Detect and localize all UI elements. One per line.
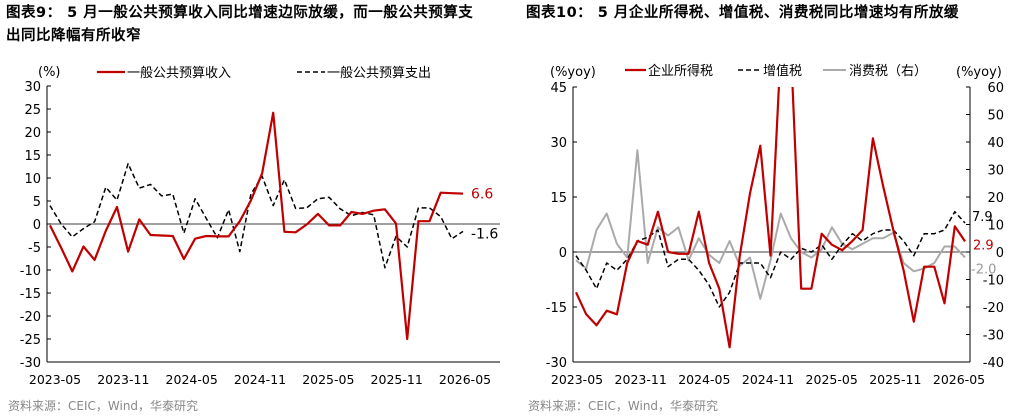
chart-panel-right: 图表10： 5 月企业所得税、增值税、消费税同比增速均有所放缓 -30 -15 0 1… bbox=[520, 0, 1030, 417]
y-tick-label-left: -15 bbox=[546, 301, 567, 316]
end-value-label: 7.9 bbox=[972, 210, 993, 225]
x-tick-label: 2023-11 bbox=[97, 372, 149, 387]
y-tick-label-left: -30 bbox=[546, 356, 567, 371]
end-value-label: 2.9 bbox=[973, 238, 994, 253]
end-value-label: -2.0 bbox=[971, 263, 996, 278]
x-tick-label: 2025-11 bbox=[371, 372, 423, 387]
x-tick-label: 2025-11 bbox=[869, 372, 921, 387]
y-tick-label-left: 15 bbox=[550, 191, 567, 206]
x-tick-label: 2025-05 bbox=[302, 372, 354, 387]
y-tick-label: 25 bbox=[24, 103, 41, 118]
y-tick-label-right: -20 bbox=[983, 301, 1004, 316]
y-tick-label: -30 bbox=[20, 356, 41, 371]
y-tick-label: -25 bbox=[20, 333, 41, 348]
y-tick-label-right: 10 bbox=[987, 219, 1004, 234]
y-unit-label-right: (%yoy) bbox=[956, 65, 1002, 80]
series-line-vat bbox=[575, 210, 966, 308]
y-tick-label-right: 20 bbox=[987, 191, 1004, 206]
source-note: 资料来源：CEIC，Wind，华泰研究 bbox=[8, 399, 199, 413]
y-tick-label: 30 bbox=[24, 80, 41, 95]
end-value-label: 6.6 bbox=[471, 187, 493, 203]
y-tick-label: 15 bbox=[24, 149, 41, 164]
y-tick-label: 20 bbox=[24, 126, 41, 141]
y-tick-label-right: 50 bbox=[987, 109, 1004, 124]
x-tick-label: 2023-05 bbox=[551, 372, 603, 387]
y-tick-label-right: 60 bbox=[987, 81, 1004, 96]
legend-label: 企业所得税 bbox=[648, 63, 713, 79]
y-tick-label: 0 bbox=[33, 218, 41, 233]
legend-label: 消费税（右） bbox=[849, 64, 927, 79]
x-tick-label: 2024-11 bbox=[742, 372, 794, 387]
x-tick-label: 2024-05 bbox=[678, 372, 730, 387]
x-tick-label: 2025-05 bbox=[806, 372, 858, 387]
legend-label: 一般公共预算支出 bbox=[327, 65, 431, 81]
source-note: 资料来源：CEIC，Wind，华泰研究 bbox=[528, 399, 719, 413]
legend-label: 一般公共预算收入 bbox=[127, 65, 231, 81]
line-chart-right: -30 -15 0 15 30 45 -40 -30 -20 -10 0 10 20 30 40 50 60 20… bbox=[546, 63, 1004, 387]
y-unit-label-left: (%yoy) bbox=[550, 65, 596, 80]
y-tick-label-left: 45 bbox=[550, 81, 567, 96]
chart-title: 图表9： 5 月一般公共预算收入同比增速边际放缓，而一般公共预算支 出同比降幅有… bbox=[6, 2, 473, 48]
x-tick-label: 2026-05 bbox=[933, 372, 985, 387]
chart-title-line-1: 图表9： 5 月一般公共预算收入同比增速边际放缓，而一般公共预算支 bbox=[6, 5, 474, 21]
y-tick-label: -5 bbox=[28, 241, 41, 256]
y-tick-label-right: -10 bbox=[983, 274, 1004, 289]
y-unit-label: (%) bbox=[38, 65, 61, 80]
x-tick-label: 2023-05 bbox=[29, 372, 81, 387]
x-tick-label: 2026-05 bbox=[439, 372, 491, 387]
series-line-revenue bbox=[49, 111, 464, 341]
chart-title-line-1: 图表10： 5 月企业所得税、增值税、消费税同比增速均有所放缓 bbox=[526, 5, 959, 21]
y-tick-label: -10 bbox=[20, 264, 41, 279]
chart-panel-left: 图表9： 5 月一般公共预算收入同比增速边际放缓，而一般公共预算支 出同比降幅有… bbox=[6, 2, 500, 413]
y-tick-label-left: 30 bbox=[550, 136, 567, 151]
y-tick-label: 10 bbox=[24, 172, 41, 187]
y-tick-label-right: -40 bbox=[983, 356, 1004, 371]
end-value-label: -1.6 bbox=[471, 226, 498, 242]
x-tick-label: 2023-11 bbox=[615, 372, 667, 387]
y-tick-label-right: -30 bbox=[983, 329, 1004, 344]
y-tick-label-right: 30 bbox=[987, 164, 1004, 179]
y-tick-label-right: 0 bbox=[996, 246, 1004, 261]
y-tick-label: -20 bbox=[20, 310, 41, 325]
x-tick-label: 2024-05 bbox=[166, 372, 218, 387]
series-line-corporate-income-tax bbox=[575, 87, 966, 349]
chart-title-line-2: 出同比降幅有所收窄 bbox=[6, 28, 141, 44]
y-tick-label: 5 bbox=[33, 195, 41, 210]
y-tick-label-left: 0 bbox=[559, 246, 567, 261]
legend-label: 增值税 bbox=[763, 63, 802, 79]
y-tick-label: -15 bbox=[20, 287, 41, 302]
chart-title: 图表10： 5 月企业所得税、增值税、消费税同比增速均有所放缓 bbox=[526, 2, 959, 25]
x-tick-label: 2024-11 bbox=[234, 372, 286, 387]
line-chart-left: -30 -25 -20 -15 -10 -5 0 5 10 15 20 25 30 2023-05 2023… bbox=[20, 65, 500, 387]
y-tick-label-right: 40 bbox=[987, 136, 1004, 151]
